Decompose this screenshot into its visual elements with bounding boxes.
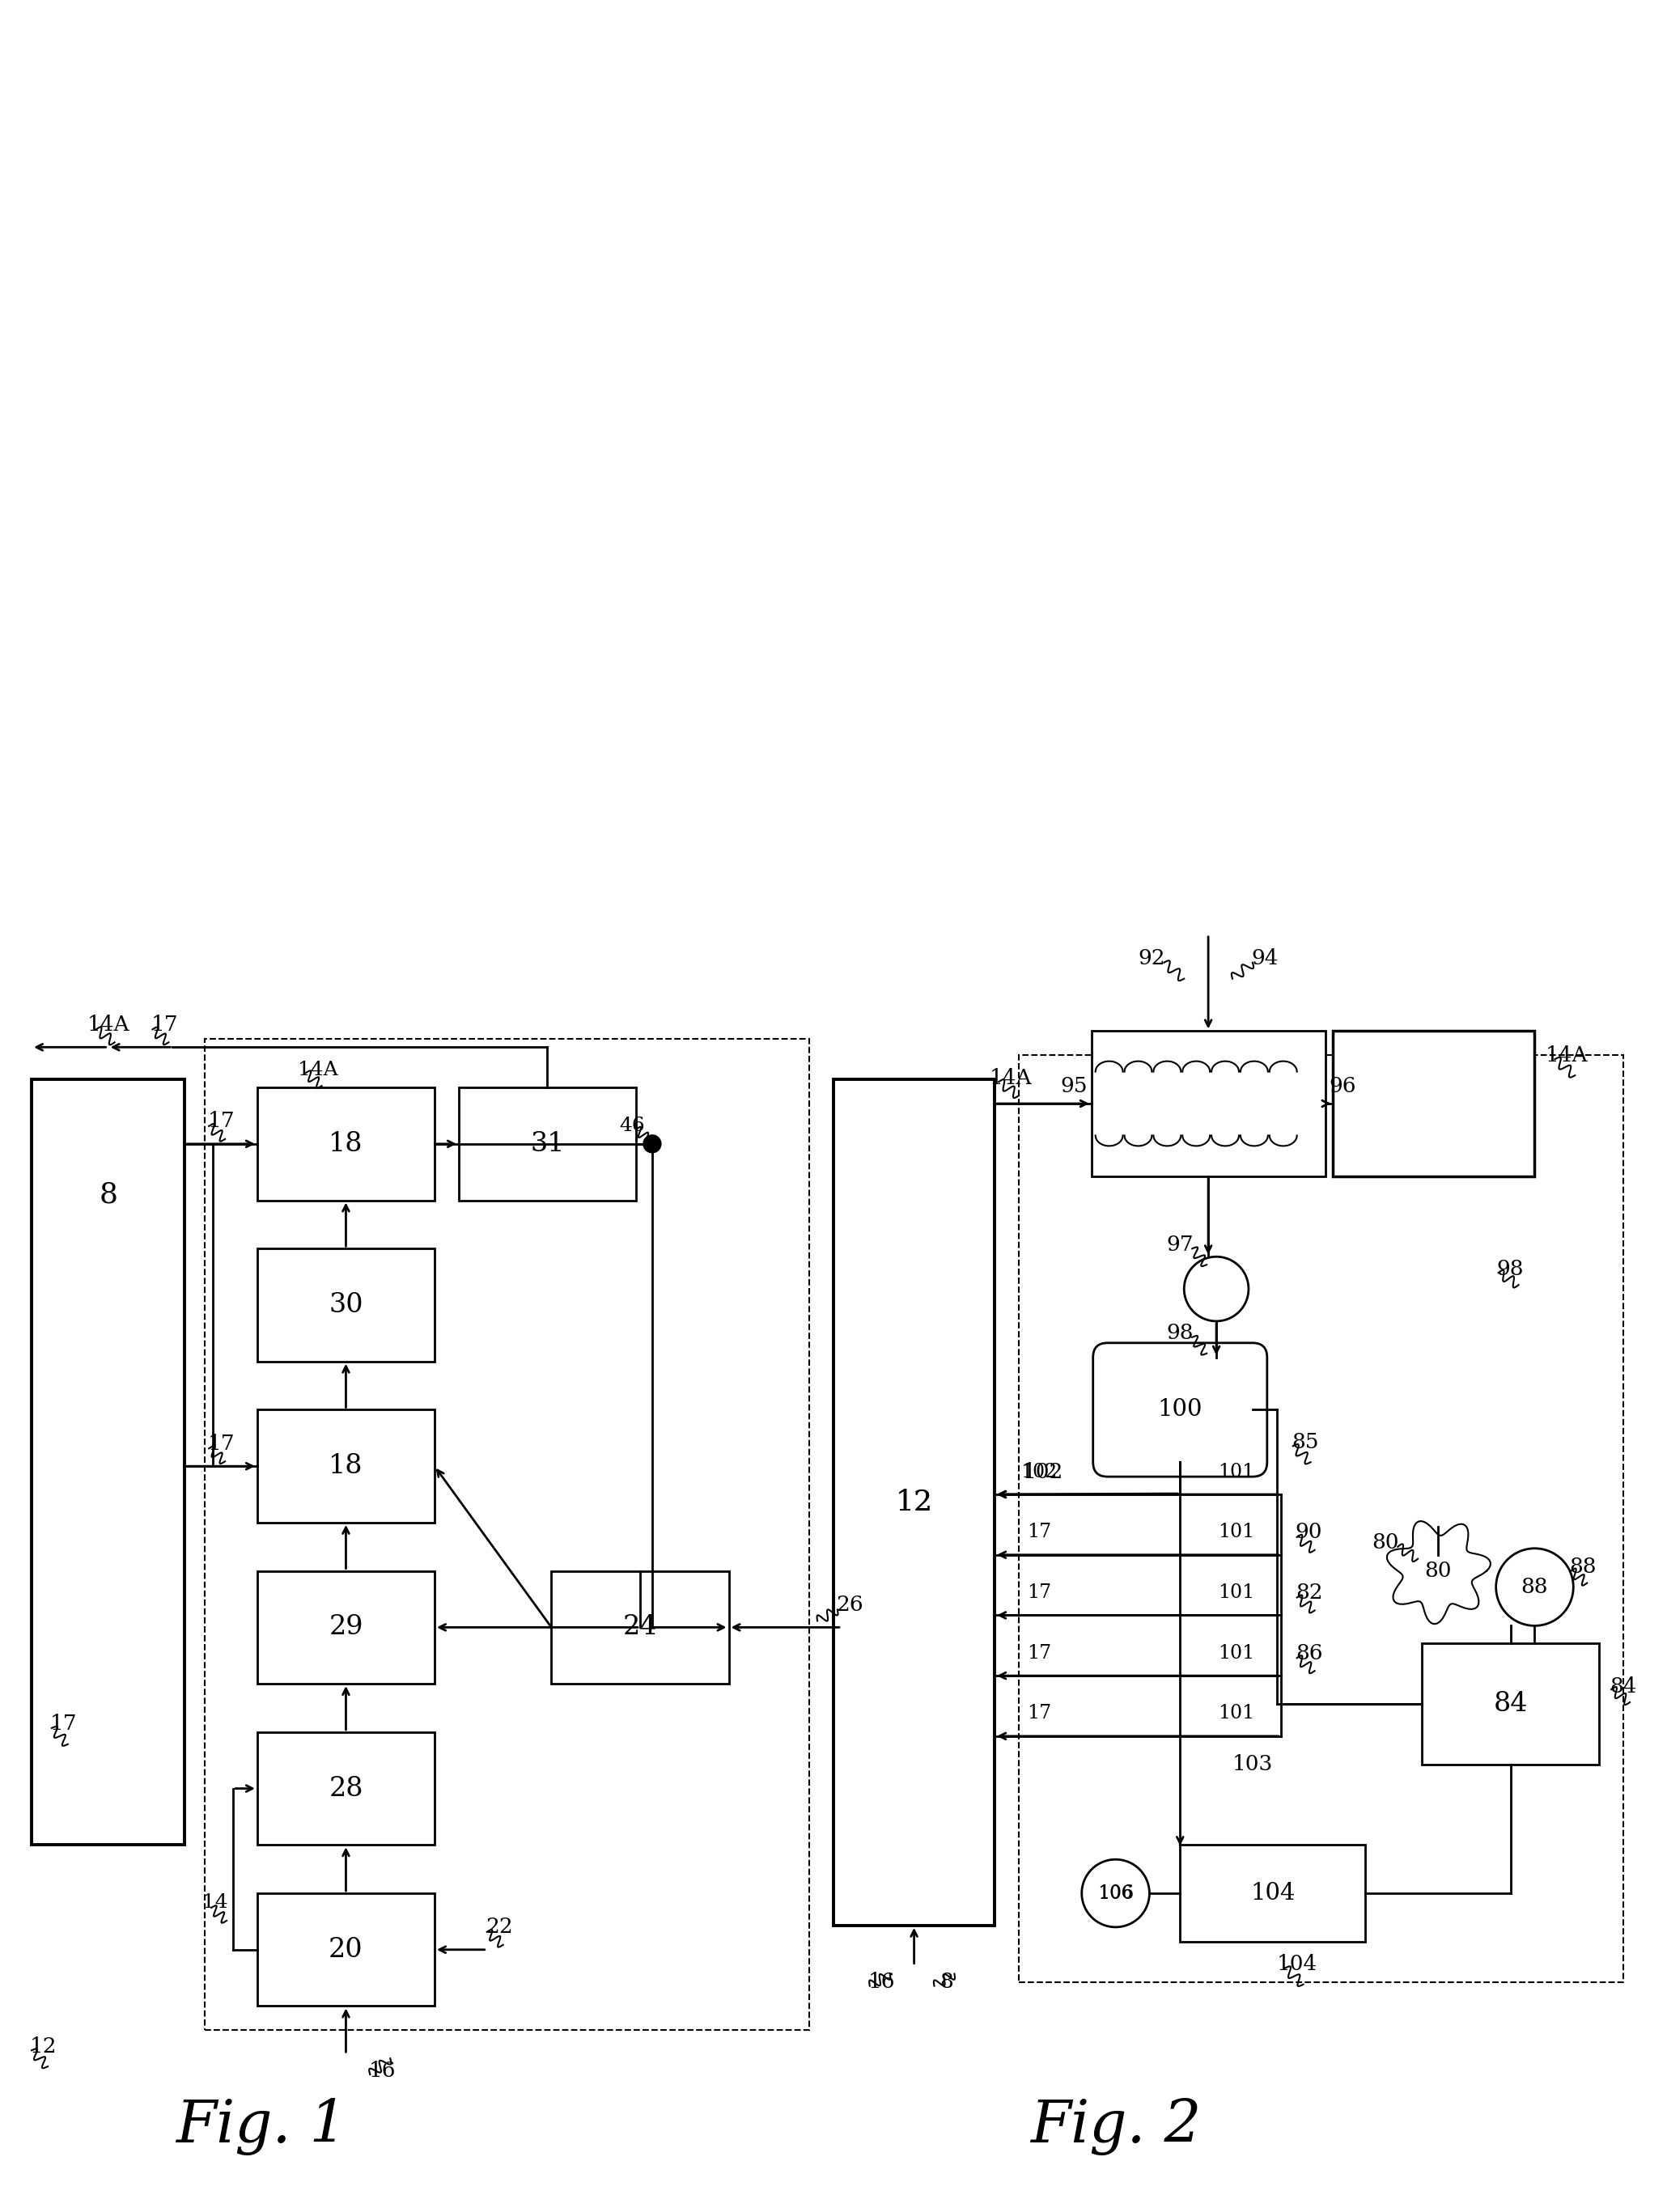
Bar	[1334, 1031, 1535, 1177]
Text: 16: 16	[869, 1971, 895, 1993]
Text: 18: 18	[328, 1130, 363, 1157]
Bar	[257, 1732, 435, 1845]
Text: 17: 17	[1027, 1703, 1052, 1723]
Bar	[257, 1571, 435, 1683]
Circle shape	[1495, 1548, 1574, 1626]
Text: 102: 102	[1020, 1462, 1057, 1482]
Text: 17: 17	[50, 1714, 77, 1734]
Text: 14A: 14A	[87, 1015, 130, 1035]
Text: 30: 30	[328, 1292, 363, 1318]
Text: 101: 101	[1219, 1462, 1255, 1482]
Text: 85: 85	[1292, 1431, 1319, 1451]
Text: 31: 31	[530, 1130, 565, 1157]
Bar	[458, 1088, 637, 1201]
Text: 12: 12	[895, 1489, 934, 1515]
Text: 14A: 14A	[990, 1068, 1032, 1088]
Text: 20: 20	[328, 1938, 363, 1962]
Text: 106: 106	[1097, 1885, 1134, 1902]
Text: 101: 101	[1219, 1644, 1255, 1663]
Text: 97: 97	[1167, 1234, 1194, 1254]
FancyBboxPatch shape	[1094, 1343, 1267, 1478]
Text: 103: 103	[1232, 1754, 1274, 1774]
Bar	[1422, 1644, 1599, 1765]
Text: 17: 17	[207, 1433, 235, 1453]
Text: 86: 86	[1295, 1644, 1322, 1663]
Text: 100: 100	[1157, 1398, 1202, 1420]
Text: 98: 98	[1167, 1323, 1194, 1343]
Text: 29: 29	[328, 1615, 363, 1641]
Text: 95: 95	[1060, 1075, 1087, 1095]
Bar	[1019, 1055, 1624, 1982]
Text: 92: 92	[1139, 949, 1165, 969]
Text: 22: 22	[485, 1918, 513, 1938]
Text: 12: 12	[30, 2037, 57, 2057]
Text: 101: 101	[1219, 1584, 1255, 1601]
Text: 82: 82	[1295, 1582, 1322, 1604]
Text: 28: 28	[328, 1776, 363, 1801]
Text: 26: 26	[837, 1595, 864, 1615]
Text: 88: 88	[1520, 1577, 1549, 1597]
Text: 84: 84	[1610, 1677, 1637, 1697]
Circle shape	[643, 1135, 662, 1152]
Circle shape	[1184, 1256, 1249, 1321]
Text: 102: 102	[1022, 1462, 1064, 1482]
Bar	[834, 1079, 995, 1924]
Text: 14A: 14A	[1545, 1044, 1589, 1066]
Text: 104: 104	[1277, 1953, 1317, 1975]
Bar	[257, 1409, 435, 1522]
Polygon shape	[1387, 1522, 1490, 1624]
Text: 17: 17	[207, 1110, 235, 1130]
Text: 106: 106	[1099, 1885, 1134, 1902]
Text: 98: 98	[1497, 1259, 1524, 1279]
Bar	[32, 1079, 185, 1845]
Bar	[1092, 1031, 1325, 1177]
Bar	[257, 1893, 435, 2006]
Bar	[257, 1088, 435, 1201]
Text: 8: 8	[940, 1971, 954, 1993]
Text: 18: 18	[328, 1453, 363, 1480]
Text: 101: 101	[1219, 1703, 1255, 1723]
Bar	[1180, 1845, 1365, 1942]
Text: 14: 14	[203, 1893, 228, 1911]
Text: 24: 24	[623, 1615, 657, 1641]
Bar	[257, 1248, 435, 1360]
Text: 16: 16	[368, 2059, 395, 2081]
Text: 104: 104	[1250, 1882, 1295, 1905]
Text: 14A: 14A	[298, 1060, 338, 1079]
Text: 84: 84	[1494, 1690, 1527, 1717]
Text: 90: 90	[1295, 1522, 1322, 1542]
Text: 46: 46	[618, 1117, 645, 1135]
Text: 80: 80	[1424, 1562, 1452, 1582]
Text: 17: 17	[1027, 1644, 1052, 1663]
Text: 17: 17	[152, 1015, 178, 1035]
Text: 96: 96	[1329, 1075, 1357, 1095]
Text: 17: 17	[1027, 1584, 1052, 1601]
Text: 101: 101	[1219, 1524, 1255, 1542]
Text: 12: 12	[895, 1489, 934, 1515]
Text: 94: 94	[1252, 949, 1279, 969]
Bar	[205, 1040, 808, 2031]
Text: 17: 17	[1027, 1524, 1052, 1542]
Text: Fig. 2: Fig. 2	[1030, 2099, 1202, 2157]
Text: 88: 88	[1569, 1557, 1597, 1577]
Circle shape	[1082, 1860, 1150, 1927]
Bar	[552, 1571, 728, 1683]
Text: Fig. 1: Fig. 1	[175, 2099, 347, 2157]
Text: 80: 80	[1372, 1533, 1399, 1553]
Text: 8: 8	[98, 1181, 117, 1208]
